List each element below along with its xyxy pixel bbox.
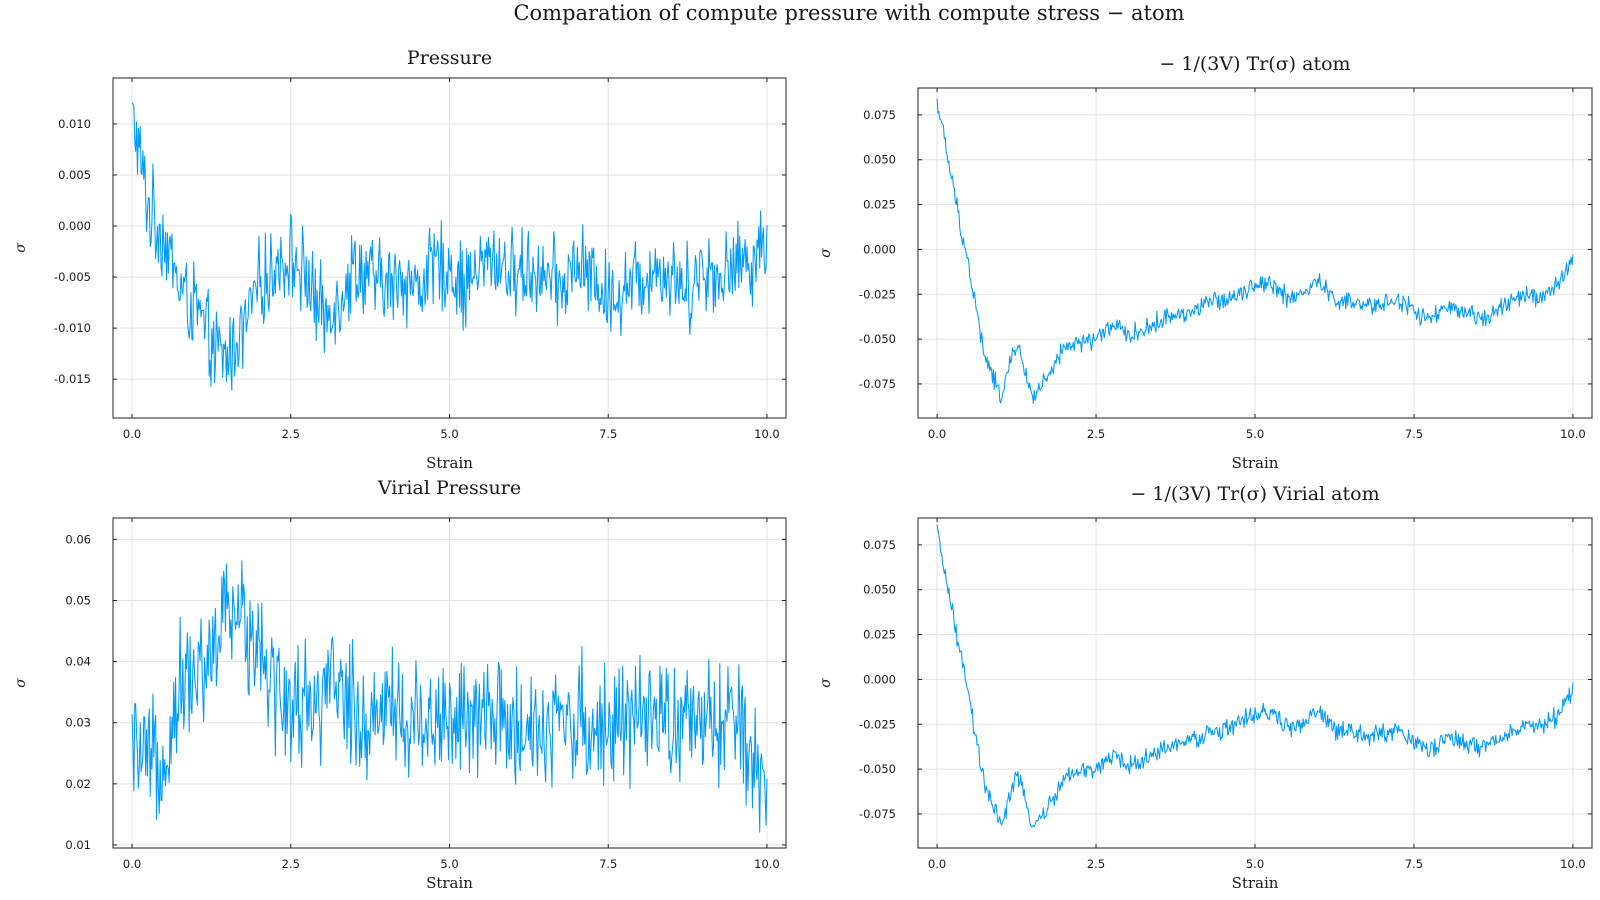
y-tick-label: 0.000	[863, 242, 896, 256]
x-tick-label: 5.0	[440, 857, 458, 871]
x-tick-label: 5.0	[1246, 427, 1264, 441]
y-axis-label: σ	[818, 248, 834, 258]
x-tick-label: 0.0	[928, 427, 946, 441]
y-tick-label: 0.075	[863, 108, 896, 122]
subplot-3: 0.0 2.5 5.0 7.5 10.0 0.01 0.02 0.03 0.04 0.05 0.06…	[13, 477, 787, 892]
y-tick-label: 0.075	[863, 538, 896, 552]
series-line	[131, 560, 768, 833]
x-tick-label: 5.0	[440, 427, 458, 441]
y-tick-label: -0.025	[859, 287, 896, 301]
x-tick-label: 2.5	[282, 427, 300, 441]
y-axis-label: σ	[818, 678, 834, 688]
x-axis-label: Strain	[426, 874, 473, 892]
x-tick-label: 0.0	[123, 427, 141, 441]
y-axis-label: σ	[13, 243, 29, 253]
series-line	[936, 98, 1574, 404]
y-tick-label: 0.05	[65, 594, 91, 608]
y-tick-label: -0.050	[859, 332, 896, 346]
series-line	[131, 102, 768, 391]
y-tick-label: 0.025	[863, 628, 896, 642]
y-tick-label: 0.02	[65, 777, 91, 791]
y-tick-label: 0.000	[863, 672, 896, 686]
x-tick-label: 10.0	[1560, 857, 1586, 871]
y-tick-label: -0.075	[859, 807, 896, 821]
x-tick-label: 7.5	[1405, 857, 1423, 871]
x-tick-label: 0.0	[123, 857, 141, 871]
x-tick-label: 10.0	[754, 857, 780, 871]
x-tick-label: 2.5	[1087, 857, 1105, 871]
x-tick-label: 10.0	[1560, 427, 1586, 441]
subplot-title: Pressure	[407, 47, 492, 69]
y-tick-label: 0.03	[65, 716, 91, 730]
y-tick-label: 0.025	[863, 198, 896, 212]
x-tick-label: 7.5	[599, 857, 617, 871]
y-tick-label: 0.01	[65, 838, 91, 852]
subplot-4: 0.0 2.5 5.0 7.5 10.0 -0.075 -0.050 -0.025 0.000 0…	[818, 483, 1593, 892]
y-tick-label: 0.010	[58, 117, 91, 131]
y-tick-label: 0.005	[58, 168, 91, 182]
subplot-title: − 1/(3V) Tr(σ) atom	[1159, 53, 1350, 75]
x-tick-label: 7.5	[1405, 427, 1423, 441]
y-tick-label: 0.04	[65, 655, 91, 669]
subplot-title: Virial Pressure	[377, 477, 521, 499]
y-tick-label: -0.005	[54, 270, 91, 284]
subplot-grid: 0.0 2.5 5.0 7.5 10.0-0.015-0.010-0.0050.0000…	[13, 47, 1593, 892]
x-axis-label: Strain	[1232, 874, 1279, 892]
figure-title: Comparation of compute pressure with com…	[513, 1, 1184, 25]
y-axis-label: σ	[13, 678, 29, 688]
y-tick-label: -0.025	[859, 717, 896, 731]
y-tick-label: 0.050	[863, 583, 896, 597]
y-tick-label: 0.06	[65, 532, 91, 546]
x-axis-label: Strain	[1232, 454, 1279, 472]
x-tick-label: 0.0	[928, 857, 946, 871]
x-tick-label: 10.0	[754, 427, 780, 441]
series-line	[936, 524, 1574, 828]
y-tick-label: 0.050	[863, 153, 896, 167]
y-tick-label: -0.075	[859, 377, 896, 391]
subplot-2: 0.0 2.5 5.0 7.5 10.0 -0.075 -0.050 -0.025 0.000 0…	[818, 53, 1593, 472]
x-tick-label: 7.5	[599, 427, 617, 441]
subplot-1: 0.0 2.5 5.0 7.5 10.0 -0.015 -0.010 -0.005 0.000 0…	[13, 47, 787, 472]
y-tick-label: -0.050	[859, 762, 896, 776]
x-tick-label: 2.5	[1087, 427, 1105, 441]
x-tick-label: 2.5	[282, 857, 300, 871]
y-tick-label: -0.015	[54, 372, 91, 386]
y-tick-label: 0.000	[58, 219, 91, 233]
x-axis-label: Strain	[426, 454, 473, 472]
y-tick-label: -0.010	[54, 321, 91, 335]
x-tick-label: 5.0	[1246, 857, 1264, 871]
subplot-title: − 1/(3V) Tr(σ) Virial atom	[1130, 483, 1379, 505]
